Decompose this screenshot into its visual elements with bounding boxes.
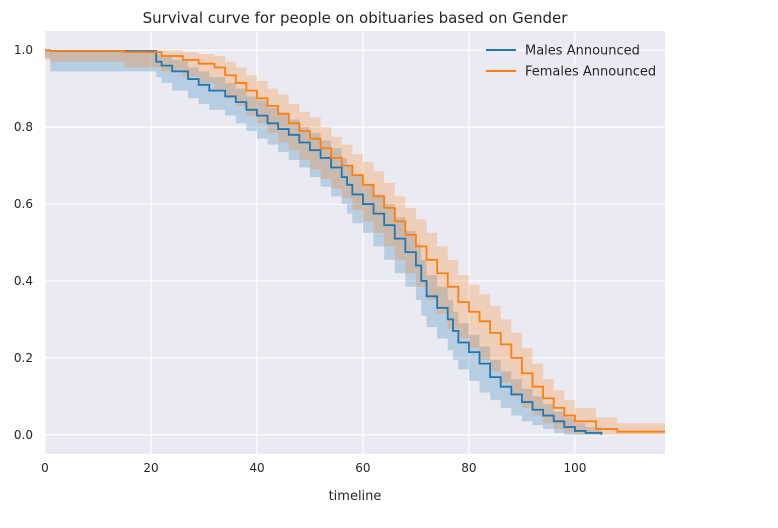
females-announced-confidence-band — [45, 50, 665, 435]
y-tick-label: 0.8 — [14, 120, 33, 134]
males-announced-survival-line — [45, 49, 603, 435]
y-axis-ticks: 0.0 0.2 0.4 0.6 0.8 1.0 — [14, 43, 33, 442]
x-axis-ticks: 0 20 40 60 80 100 — [41, 461, 586, 475]
confidence-bands — [45, 50, 665, 435]
x-tick-label: 40 — [249, 461, 264, 475]
plot-area — [45, 31, 665, 454]
x-tick-label: 0 — [41, 461, 49, 475]
chart-title: Survival curve for people on obituaries … — [143, 9, 569, 27]
legend: Males Announced Females Announced — [486, 44, 656, 80]
x-tick-label: 60 — [355, 461, 370, 475]
females-announced-survival-line — [45, 49, 665, 433]
legend-label: Females Announced — [525, 65, 656, 80]
y-tick-label: 0.0 — [14, 428, 33, 442]
y-tick-label: 0.6 — [14, 197, 33, 211]
survival-lines — [45, 49, 665, 435]
x-tick-label: 100 — [563, 461, 586, 475]
x-axis-label: timeline — [329, 489, 382, 504]
y-tick-label: 1.0 — [14, 43, 33, 57]
y-tick-label: 0.2 — [14, 351, 33, 365]
males-announced-confidence-band — [45, 50, 602, 435]
x-tick-label: 80 — [461, 461, 476, 475]
legend-label: Males Announced — [525, 44, 640, 59]
y-tick-label: 0.4 — [14, 274, 33, 288]
x-tick-label: 20 — [143, 461, 158, 475]
